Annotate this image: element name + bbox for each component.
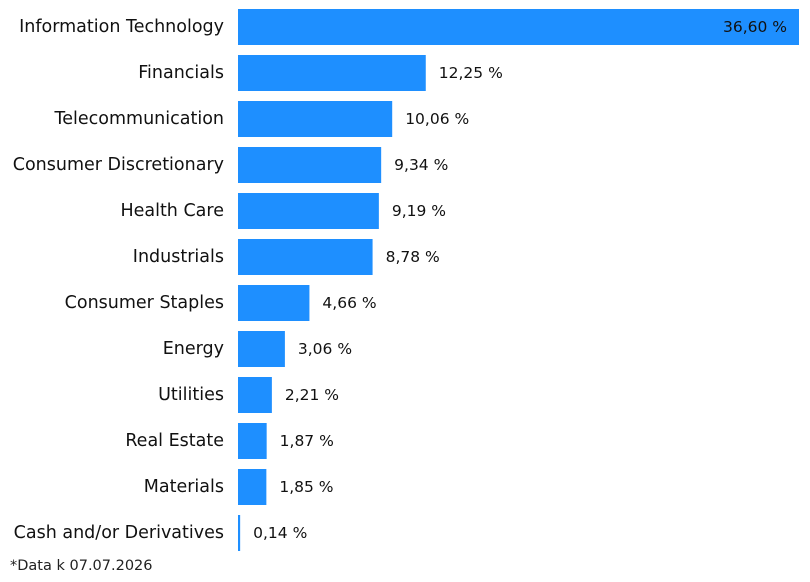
value-label-health-care: 9,19 %: [392, 202, 446, 220]
category-label-materials: Materials: [144, 477, 224, 497]
category-label-consumer-discretionary: Consumer Discretionary: [13, 155, 224, 175]
bar-health-care: [238, 193, 379, 229]
value-label-telecommunication: 10,06 %: [405, 110, 469, 128]
value-label-energy: 3,06 %: [298, 340, 352, 358]
category-label-information-technology: Information Technology: [19, 17, 224, 37]
category-label-health-care: Health Care: [120, 201, 224, 221]
sector-allocation-bar-chart: Information Technology 36,60 % Financials 1…: [13, 9, 799, 551]
category-label-industrials: Industrials: [133, 247, 224, 267]
bar-consumer-discretionary: [238, 147, 382, 183]
bar-cash-and-or-derivatives: [238, 515, 241, 551]
bar-information-technology: [238, 9, 799, 45]
value-label-industrials: 8,78 %: [386, 248, 440, 266]
data-date-footnote: *Data k 07.07.2026: [10, 558, 153, 574]
value-label-utilities: 2,21 %: [285, 386, 339, 404]
bar-materials: [238, 469, 267, 505]
bar-telecommunication: [238, 101, 393, 137]
value-label-information-technology: 36,60 %: [723, 18, 787, 36]
bar-real-estate: [238, 423, 267, 459]
category-label-consumer-staples: Consumer Staples: [65, 293, 224, 313]
bar-financials: [238, 55, 426, 91]
category-label-energy: Energy: [163, 339, 224, 359]
value-label-cash-and-or-derivatives: 0,14 %: [253, 524, 307, 542]
bar-consumer-staples: [238, 285, 310, 321]
value-label-consumer-discretionary: 9,34 %: [394, 156, 448, 174]
category-label-cash-and-or-derivatives: Cash and/or Derivatives: [14, 523, 224, 543]
bar-utilities: [238, 377, 272, 413]
category-label-utilities: Utilities: [158, 385, 224, 405]
category-label-real-estate: Real Estate: [125, 431, 224, 451]
category-label-financials: Financials: [138, 63, 224, 83]
value-label-materials: 1,85 %: [279, 478, 333, 496]
value-label-financials: 12,25 %: [439, 64, 503, 82]
value-label-real-estate: 1,87 %: [280, 432, 334, 450]
bar-industrials: [238, 239, 373, 275]
bar-energy: [238, 331, 285, 367]
category-label-telecommunication: Telecommunication: [54, 109, 224, 129]
value-label-consumer-staples: 4,66 %: [322, 294, 376, 312]
